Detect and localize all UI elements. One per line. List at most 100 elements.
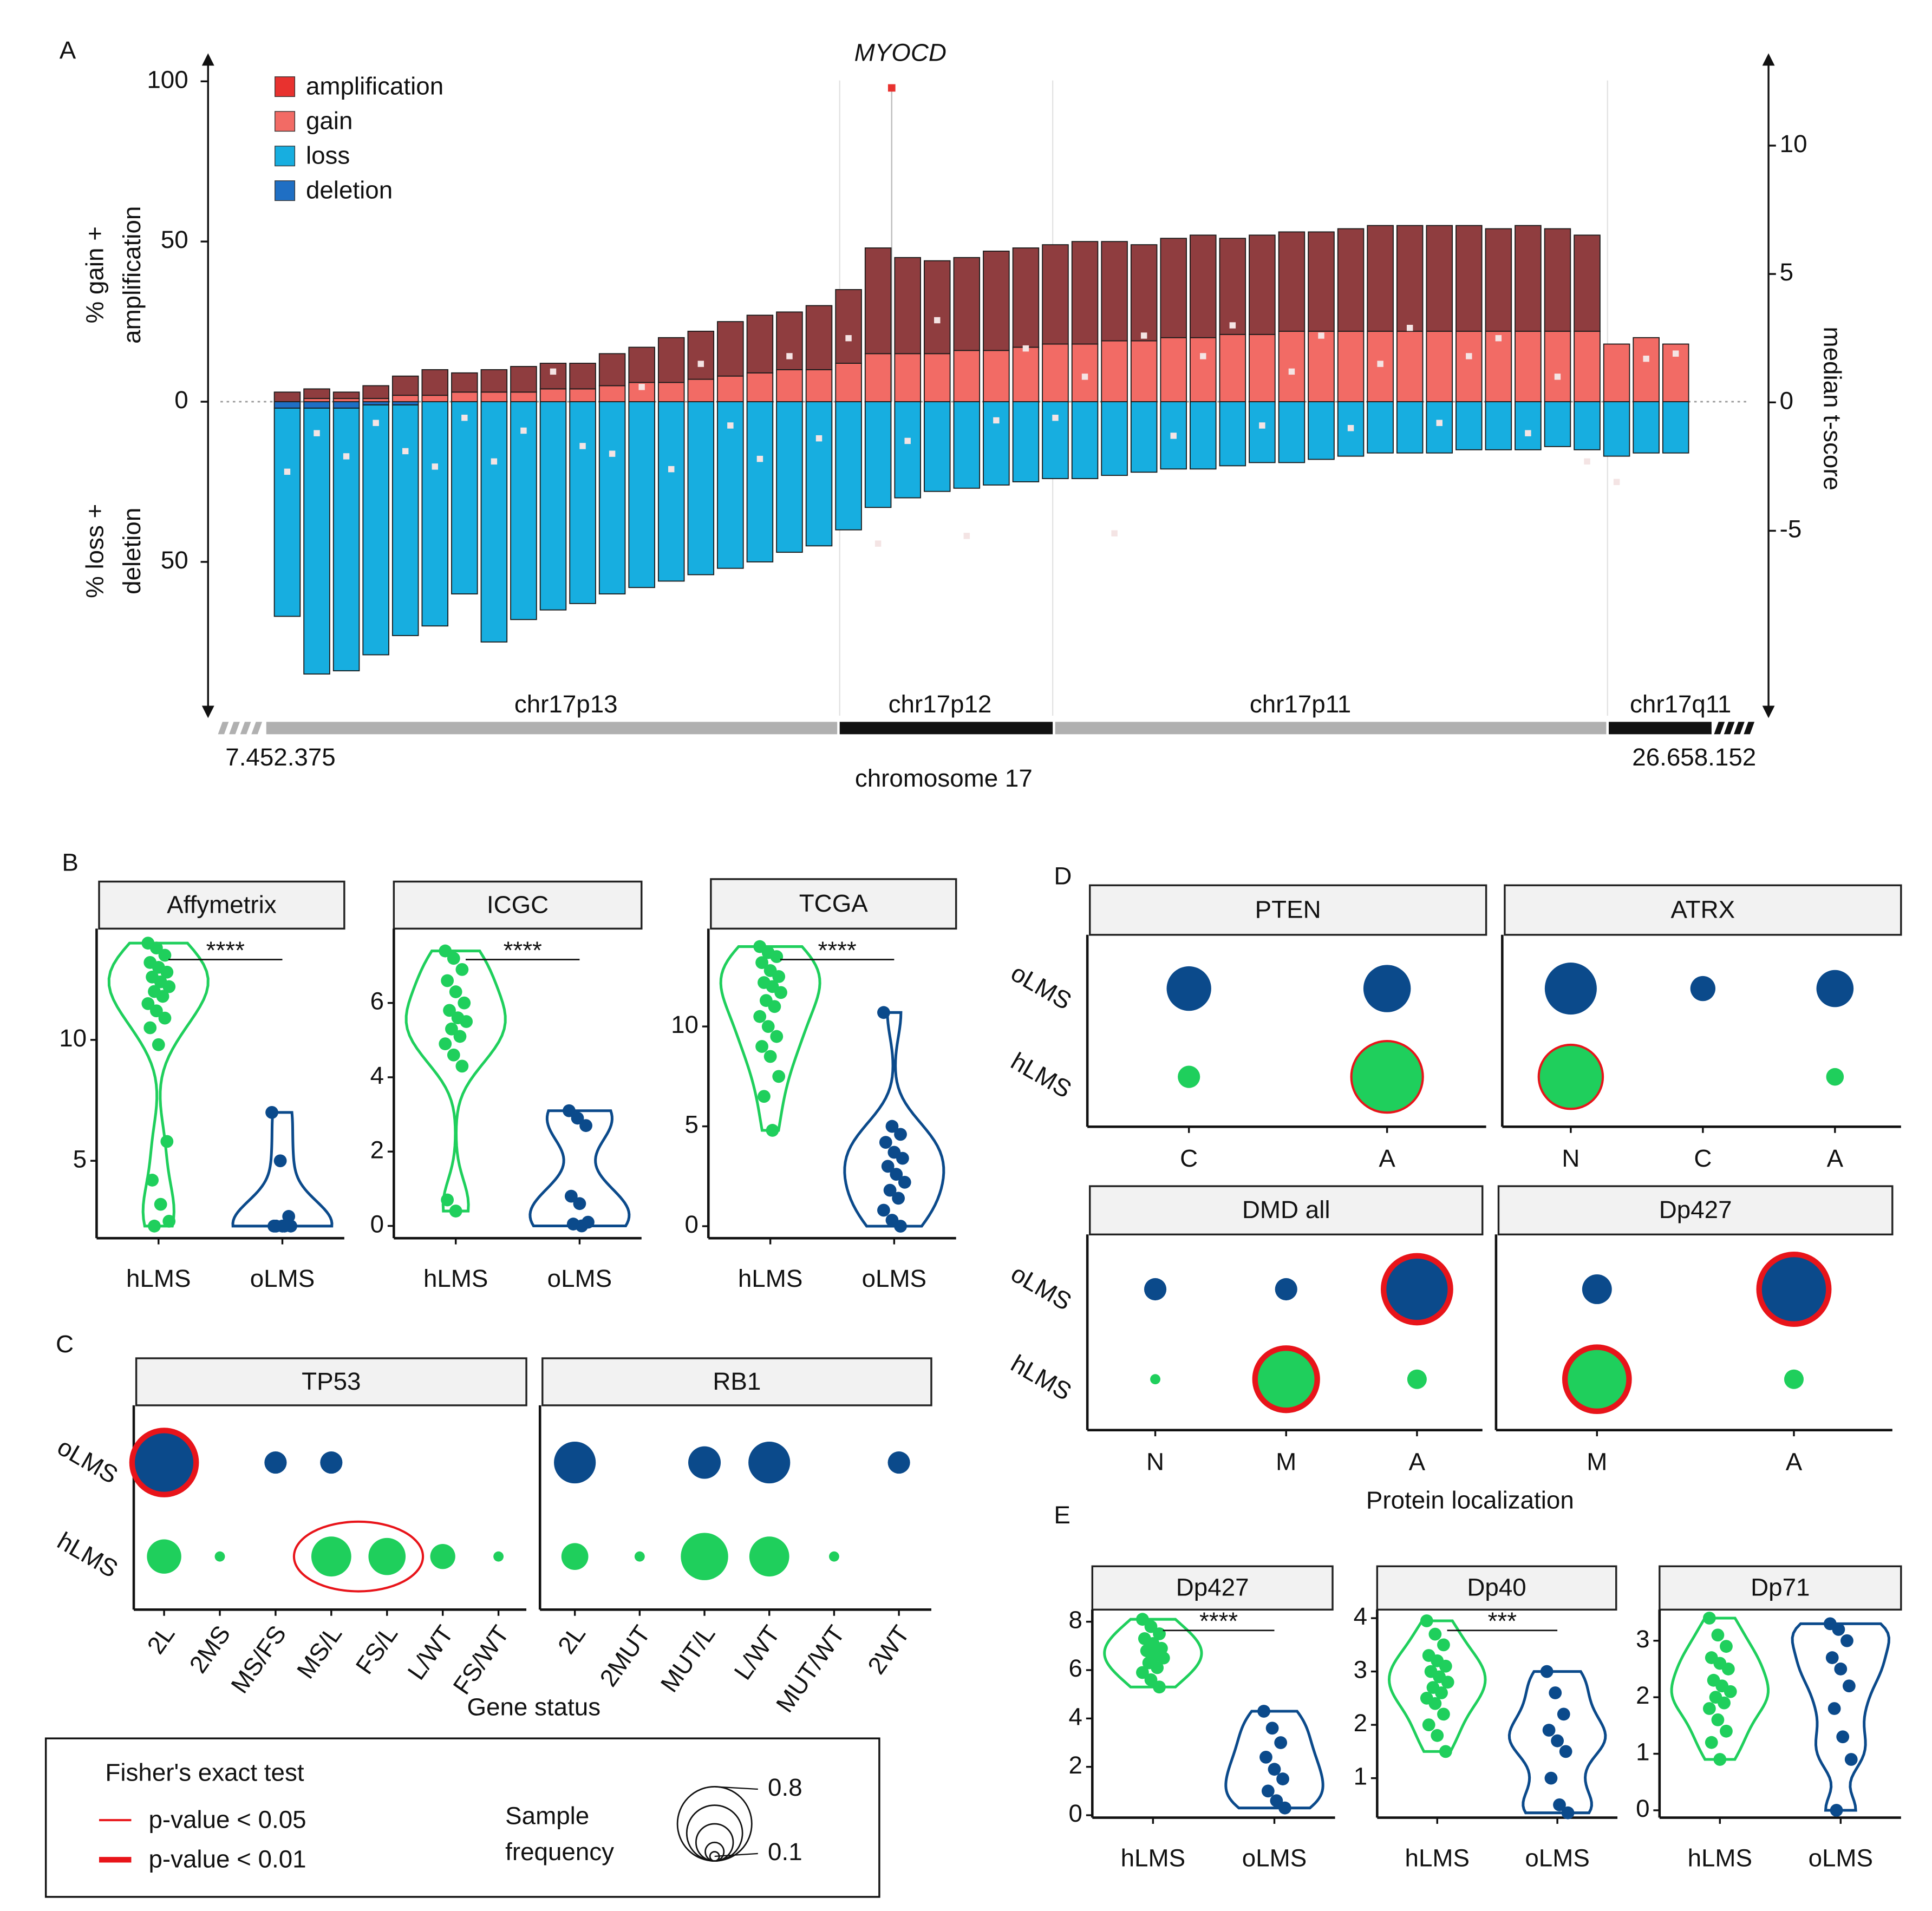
point — [1557, 1707, 1570, 1721]
x-tick-label: oLMS — [547, 1265, 612, 1292]
facet-title: TP53 — [302, 1367, 361, 1395]
bar — [421, 395, 449, 402]
bar — [303, 407, 330, 675]
bar — [1396, 225, 1424, 332]
y-tick-label: 50 — [161, 226, 188, 253]
tscore-point — [609, 450, 616, 457]
tscore-point — [373, 420, 379, 426]
chromosome-band — [1055, 722, 1607, 735]
bar — [805, 305, 833, 370]
legend-label: deletion — [306, 176, 393, 204]
tscore-point — [697, 361, 704, 367]
tscore-point — [1525, 430, 1531, 436]
facet-header — [1376, 1565, 1617, 1611]
point — [563, 1104, 576, 1117]
tscore-point — [1259, 422, 1265, 429]
bar — [805, 369, 833, 402]
bubble — [264, 1451, 287, 1474]
point — [441, 1193, 454, 1207]
chromosome-band — [1609, 722, 1712, 735]
bar — [687, 401, 715, 575]
facet-title: Dp427 — [1176, 1574, 1249, 1601]
bar — [362, 385, 389, 400]
point — [146, 1174, 159, 1187]
bar — [391, 404, 419, 636]
bar — [1337, 330, 1365, 402]
point — [898, 1175, 911, 1189]
bar — [303, 388, 330, 400]
bar — [1130, 340, 1158, 402]
bar — [510, 366, 537, 393]
tscore-point — [1643, 355, 1649, 362]
bar — [983, 250, 1010, 351]
tscore-point — [1288, 368, 1295, 375]
tscore-point — [1347, 424, 1354, 431]
x-tick-label: hLMS — [423, 1265, 488, 1292]
x-tick-label: oLMS — [1242, 1844, 1307, 1871]
tscore-point — [1584, 458, 1590, 465]
chromosome-end — [1714, 722, 1725, 735]
point — [763, 1050, 777, 1063]
point — [458, 996, 471, 1010]
legend-size-tick — [714, 1786, 758, 1790]
bar — [805, 401, 833, 547]
point — [896, 1151, 909, 1165]
bubble — [493, 1551, 504, 1562]
violin — [719, 945, 821, 1132]
chromosome-end — [1734, 722, 1745, 735]
bubble — [828, 1551, 839, 1562]
point — [1151, 1661, 1164, 1674]
point — [453, 1030, 467, 1043]
y-tick-label: 3 — [1354, 1656, 1367, 1684]
legend-label: gain — [306, 107, 353, 135]
violin — [1103, 1618, 1203, 1689]
point — [1437, 1638, 1450, 1652]
bar — [273, 407, 301, 617]
tscore-point — [550, 368, 557, 375]
facet-title: PTEN — [1255, 895, 1321, 923]
x-tick-label: A — [1409, 1448, 1426, 1475]
point — [1836, 1730, 1850, 1744]
bubble — [1252, 1345, 1320, 1413]
bar — [1278, 330, 1306, 402]
point — [575, 1219, 589, 1233]
y-tick-label: 0 — [1636, 1795, 1649, 1822]
point — [1720, 1724, 1733, 1738]
bar — [598, 401, 626, 595]
bar — [687, 330, 715, 380]
facet-header — [1091, 1565, 1334, 1611]
panel-label: D — [1054, 862, 1072, 890]
y-tick-label: 50 — [161, 546, 188, 574]
bar — [1249, 401, 1276, 463]
facet-title: Dp40 — [1467, 1574, 1526, 1601]
band-label: chr17p13 — [514, 690, 618, 718]
x-tick-label: hLMS — [126, 1265, 191, 1292]
x-tick-label: oLMS — [1809, 1844, 1873, 1871]
band-label: chr17q11 — [1630, 690, 1731, 718]
y-tick-label: 3 — [1636, 1625, 1649, 1653]
point — [890, 1168, 903, 1181]
x-tick-label: A — [1827, 1144, 1844, 1172]
bar — [1337, 228, 1365, 332]
bubble — [1275, 1278, 1297, 1301]
point — [1270, 1794, 1283, 1808]
legend-label: p-value < 0.05 — [148, 1805, 306, 1833]
significance-label: **** — [818, 937, 857, 964]
point — [1711, 1713, 1725, 1726]
bubble — [1537, 1043, 1604, 1110]
bar — [451, 401, 478, 595]
point — [894, 1128, 907, 1141]
violin — [1791, 1622, 1891, 1812]
bar — [835, 289, 862, 364]
x-tick-label: M — [1276, 1448, 1296, 1475]
point — [143, 1021, 157, 1035]
point — [152, 1038, 165, 1051]
chromosome-band — [266, 722, 838, 735]
facet-title: RB1 — [713, 1367, 761, 1395]
y2-tick-label: -5 — [1780, 515, 1802, 543]
point — [1422, 1718, 1435, 1732]
facet-header — [1089, 1185, 1484, 1236]
point — [1724, 1685, 1737, 1698]
bar — [717, 401, 744, 569]
point — [441, 974, 454, 987]
